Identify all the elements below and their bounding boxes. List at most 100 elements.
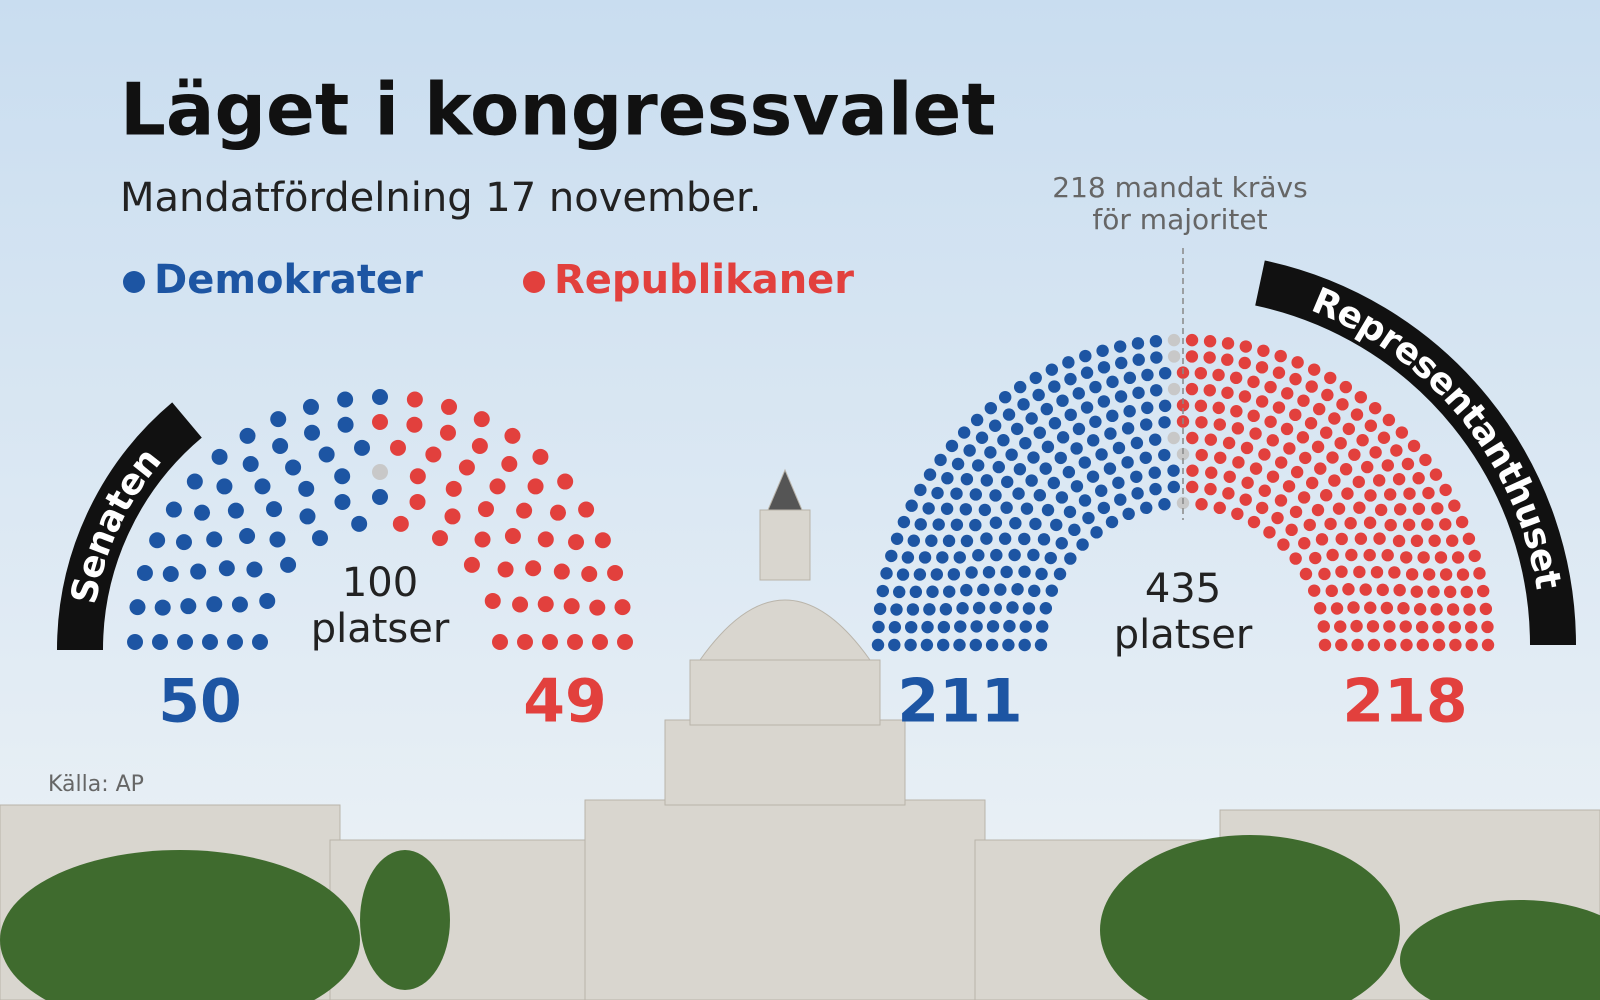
seat — [1341, 487, 1354, 500]
legend-label: Republikaner — [554, 257, 854, 303]
seat — [1003, 619, 1016, 633]
seat — [1097, 361, 1111, 374]
seat — [914, 518, 927, 531]
seat — [1428, 534, 1441, 547]
seat — [1351, 638, 1364, 652]
seat — [1439, 568, 1453, 581]
label-band — [1255, 260, 1576, 646]
seat — [1097, 395, 1111, 408]
seat — [1114, 390, 1128, 403]
seat — [149, 532, 166, 549]
seat — [986, 620, 1000, 633]
seat — [936, 551, 949, 564]
seat — [992, 460, 1005, 474]
seat — [1112, 476, 1125, 490]
seat — [909, 585, 923, 599]
seat — [1326, 548, 1339, 562]
seat — [1213, 418, 1226, 431]
seat — [977, 583, 990, 597]
seat — [1326, 451, 1339, 464]
seat — [1353, 565, 1366, 579]
seat — [1078, 494, 1092, 507]
seat — [1298, 537, 1311, 550]
seat — [1005, 448, 1018, 461]
seat — [1372, 474, 1386, 487]
seat — [1035, 567, 1048, 581]
seat — [984, 401, 998, 415]
seat — [1430, 603, 1443, 616]
seat — [1468, 549, 1481, 563]
seat — [218, 560, 235, 577]
seat — [984, 446, 997, 459]
seat — [1429, 468, 1443, 481]
seat — [254, 478, 271, 495]
seat — [1106, 375, 1119, 389]
seat — [1089, 380, 1102, 394]
seat — [1297, 394, 1310, 407]
seat — [1321, 388, 1334, 402]
seat — [1034, 638, 1048, 652]
seat — [1377, 431, 1391, 444]
seat — [1350, 619, 1363, 633]
total-label: 100 platser — [310, 560, 450, 652]
seat — [1150, 384, 1163, 397]
seat — [1247, 375, 1260, 389]
seat — [337, 391, 354, 408]
seat — [1203, 335, 1217, 348]
seat — [492, 634, 508, 650]
seat — [1356, 433, 1369, 447]
seat — [1194, 399, 1208, 413]
seat — [1018, 565, 1031, 578]
seat — [1090, 526, 1103, 539]
seat — [239, 528, 256, 545]
seat — [1401, 457, 1415, 471]
seat — [1481, 620, 1494, 634]
seat — [304, 424, 321, 441]
seat — [1212, 368, 1225, 382]
seat — [458, 459, 475, 476]
seat — [1238, 390, 1252, 403]
seat — [1132, 386, 1145, 399]
seat — [1307, 363, 1321, 376]
seat — [1264, 380, 1277, 394]
seat — [1158, 448, 1171, 462]
seat — [1311, 503, 1325, 517]
seat — [1095, 484, 1108, 497]
seat — [1019, 436, 1032, 450]
seat — [1056, 394, 1069, 407]
seat — [473, 411, 490, 428]
seat — [1212, 401, 1225, 415]
seat — [1221, 353, 1234, 366]
seat — [532, 448, 549, 465]
seat — [1456, 568, 1470, 581]
seat — [1140, 418, 1153, 431]
seat — [527, 478, 544, 495]
seat — [957, 426, 971, 439]
seat — [504, 528, 521, 545]
seat — [1335, 638, 1348, 652]
seat — [1008, 548, 1021, 562]
seat — [1439, 483, 1452, 497]
seat — [1339, 380, 1353, 394]
seat — [956, 602, 969, 615]
source: Källa: AP — [48, 772, 144, 797]
seat — [890, 603, 903, 616]
seat — [989, 601, 1002, 614]
seat — [1158, 399, 1172, 413]
seat — [1086, 470, 1100, 483]
seat — [1121, 456, 1134, 469]
seat — [406, 391, 423, 408]
seat — [1012, 487, 1025, 500]
seat — [1352, 475, 1365, 489]
seat — [954, 620, 967, 633]
seat — [1274, 456, 1288, 469]
seat — [1455, 515, 1469, 529]
seat — [246, 561, 263, 578]
seat — [1013, 380, 1027, 394]
seat — [351, 515, 368, 532]
seat — [337, 416, 354, 433]
seat — [1383, 488, 1397, 501]
seat — [471, 437, 488, 454]
trees — [0, 835, 1600, 1000]
